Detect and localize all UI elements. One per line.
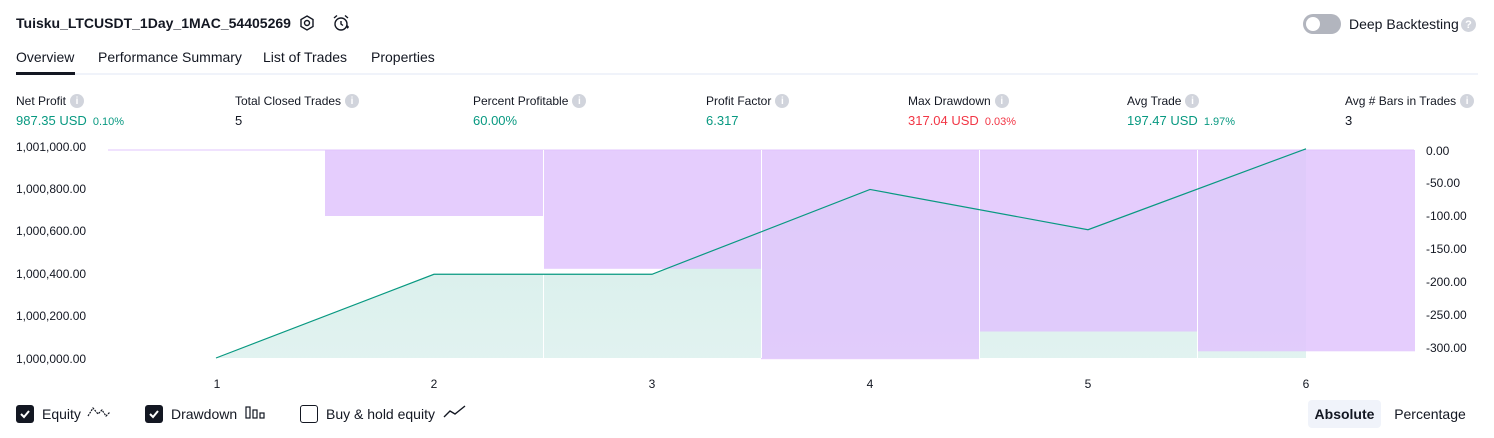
x-tick: 6	[1302, 377, 1310, 391]
stat-net-profit-label: Net Profit i	[16, 94, 85, 108]
y-right-tick: -250.00	[1426, 308, 1467, 322]
equity-line	[215, 148, 1307, 359]
active-tab-indicator	[16, 72, 75, 75]
equity-checkbox[interactable]	[16, 404, 34, 423]
drawdown-bar	[325, 150, 543, 216]
y-left-tick: 1,000,200.00	[16, 309, 87, 323]
help-icon[interactable]: ?	[1461, 17, 1476, 32]
y-right-tick: 0.00	[1426, 144, 1450, 158]
drawdown-label: Drawdown	[171, 405, 238, 422]
y-left-tick: 1,000,000.00	[16, 352, 87, 366]
deep-backtesting-label: Deep Backtesting	[1349, 16, 1459, 32]
y-left-tick: 1,000,800.00	[16, 182, 87, 196]
stat-profit-factor-label: Profit Factor i	[706, 94, 790, 108]
drawdown-bar	[543, 150, 761, 269]
tab-properties[interactable]: Properties	[371, 49, 435, 65]
settings-icon[interactable]	[297, 13, 317, 33]
tab-performance-summary[interactable]: Performance Summary	[98, 49, 242, 65]
y-right-tick: -50.00	[1426, 176, 1461, 190]
y-left-tick: 1,000,400.00	[16, 267, 87, 281]
drawdown-bar	[979, 150, 1197, 332]
info-icon[interactable]: i	[572, 94, 587, 108]
stat-profit-factor-value: 6.317	[706, 113, 739, 128]
stat-avg-trade-value: 197.47 USD 1.97%	[1127, 113, 1236, 128]
alarm-clock-icon[interactable]	[331, 13, 351, 33]
strategy-title: Tuisku_LTCUSDT_1Day_1MAC_54405269	[16, 15, 291, 31]
y-right-tick: -300.00	[1426, 341, 1467, 355]
buy-hold-line-icon	[443, 404, 467, 423]
drawdown-bars-icon	[245, 404, 265, 423]
equity-label: Equity	[42, 405, 81, 422]
stat-avg-bars-label: Avg # Bars in Trades i	[1345, 94, 1475, 108]
absolute-button[interactable]: Absolute	[1308, 400, 1381, 428]
x-tick: 2	[430, 377, 438, 391]
tab-overview[interactable]: Overview	[16, 49, 75, 65]
y-right-tick: -150.00	[1426, 242, 1467, 256]
y-left-tick: 1,001,000.00	[16, 140, 87, 154]
drawdown-checkbox[interactable]	[145, 404, 163, 423]
y-right-tick: -200.00	[1426, 275, 1467, 289]
info-icon[interactable]: i	[70, 94, 85, 108]
deep-backtesting-toggle[interactable]	[1303, 14, 1341, 34]
tabs-divider	[16, 73, 1478, 75]
info-icon[interactable]: i	[1460, 94, 1475, 108]
y-left-tick: 1,000,600.00	[16, 224, 87, 238]
info-icon[interactable]: i	[1185, 94, 1200, 108]
stat-percent-profitable-label: Percent Profitable i	[473, 94, 587, 108]
stat-avg-trade-label: Avg Trade i	[1127, 94, 1200, 108]
legend-drawdown[interactable]: Drawdown	[145, 404, 265, 423]
stat-total-closed-trades-label: Total Closed Trades i	[235, 94, 360, 108]
buy-hold-label: Buy & hold equity	[326, 405, 435, 422]
x-tick: 5	[1084, 377, 1092, 391]
stat-max-drawdown-value: 317.04 USD 0.03%	[908, 113, 1017, 128]
stat-total-closed-trades-value: 5	[235, 113, 243, 128]
buy-hold-checkbox[interactable]	[300, 404, 318, 423]
percentage-button[interactable]: Percentage	[1394, 406, 1466, 422]
tab-list-of-trades[interactable]: List of Trades	[263, 49, 348, 65]
stat-percent-profitable-value: 60.00%	[473, 113, 518, 128]
stat-avg-bars-value: 3	[1345, 113, 1353, 128]
x-tick: 3	[648, 377, 656, 391]
x-tick: 4	[866, 377, 874, 391]
info-icon[interactable]: i	[345, 94, 360, 108]
stat-net-profit-value: 987.35 USD 0.10%	[16, 113, 125, 128]
drawdown-bar	[1197, 150, 1415, 352]
info-icon[interactable]: i	[994, 94, 1009, 108]
x-tick: 1	[213, 377, 221, 391]
toggle-knob	[1306, 17, 1320, 31]
stat-max-drawdown-label: Max Drawdown i	[908, 94, 1009, 108]
y-right-tick: -100.00	[1426, 209, 1467, 223]
equity-line-icon	[87, 404, 111, 423]
info-icon[interactable]: i	[775, 94, 790, 108]
drawdown-bar	[761, 150, 979, 360]
legend-equity[interactable]: Equity	[16, 404, 111, 423]
legend-buy-hold[interactable]: Buy & hold equity	[300, 404, 467, 423]
